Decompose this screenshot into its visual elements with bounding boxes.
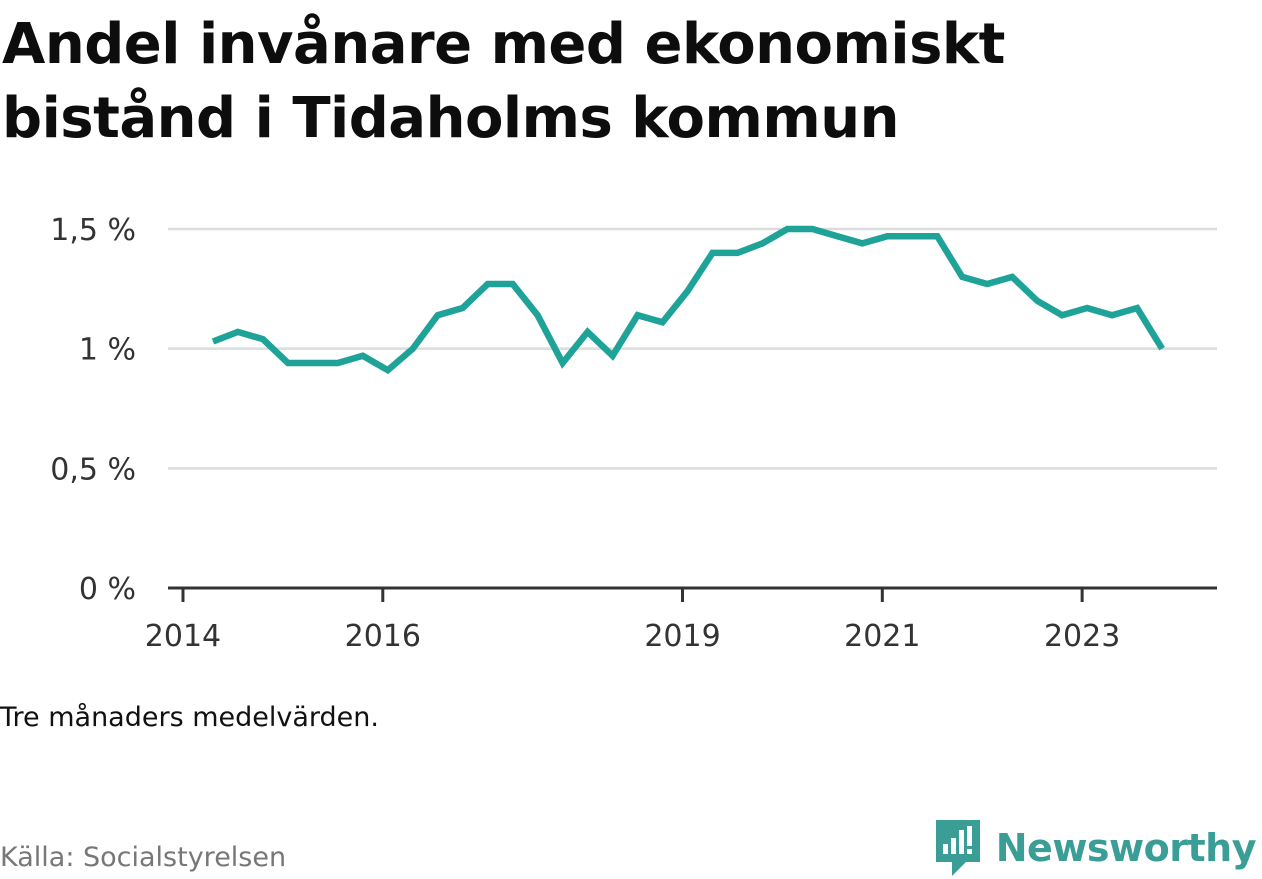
y-tick-label: 0 % <box>79 572 136 607</box>
x-tick-label: 2014 <box>145 619 221 654</box>
chart-note: Tre månaders medelvärden. <box>0 702 379 733</box>
x-tick-label: 2023 <box>1044 619 1120 654</box>
x-tick-label: 2016 <box>345 619 421 654</box>
y-tick-label: 1,5 % <box>50 213 136 248</box>
line-chart: 0 % 0,5 % 1 % 1,5 % 2014 2016 2019 2021 2023 <box>50 213 1217 654</box>
x-tick-label: 2019 <box>644 619 720 654</box>
newsworthy-logo-icon <box>935 820 980 876</box>
brand-name: Newsworthy <box>995 826 1257 870</box>
chart-title: Andel invånare med ekonomiskt bistånd i … <box>2 12 1005 151</box>
series-group <box>211 225 1165 375</box>
y-axis-labels: 0 % 0,5 % 1 % 1,5 % <box>50 213 136 607</box>
gridlines <box>168 227 1217 470</box>
y-tick-label: 1 % <box>79 333 136 368</box>
source-text: Källa: Socialstyrelsen <box>0 842 287 873</box>
brand-logo[interactable]: Newsworthy <box>932 818 1257 878</box>
y-tick-label: 0,5 % <box>50 452 136 487</box>
x-axis-labels: 2014 2016 2019 2021 2023 <box>145 619 1121 654</box>
x-tick-label: 2021 <box>844 619 920 654</box>
x-axis <box>168 586 1217 602</box>
